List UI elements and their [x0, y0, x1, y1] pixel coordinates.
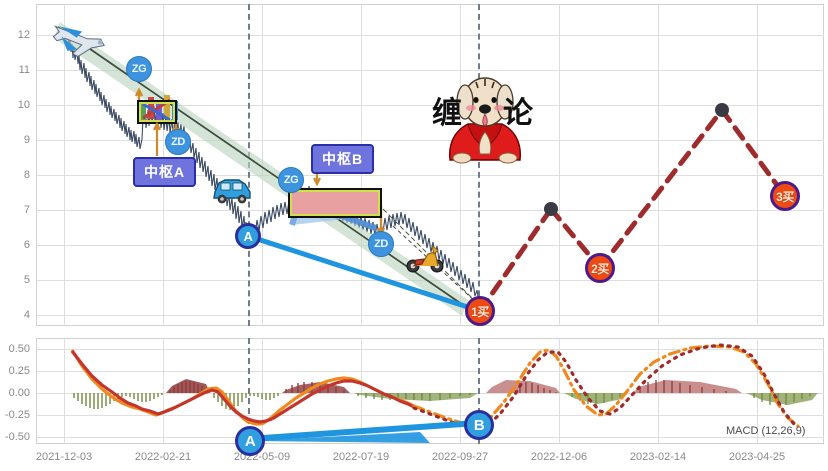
macd-ytick-m025: -0.25	[4, 409, 30, 421]
zone-a-tag[interactable]: 中枢A	[133, 157, 197, 187]
macd-panel-frame	[36, 338, 824, 444]
gridline-time-macd-2	[262, 338, 263, 444]
price-ytick-10: 10	[17, 99, 30, 111]
buy-point-3-marker[interactable]: 3买	[770, 181, 800, 211]
macd-ytick-m050: -0.50	[4, 431, 30, 443]
price-ytick-11: 11	[18, 64, 30, 76]
vline-point-b	[478, 4, 480, 326]
price-ytick-8: 8	[23, 169, 30, 181]
watermark-left-char: 缠	[432, 96, 462, 131]
xtick-4: 2022-09-27	[431, 451, 489, 463]
gridline-macd-m025	[36, 415, 824, 416]
gridline-time-macd-4	[460, 338, 461, 444]
gridline-price-11	[36, 70, 824, 71]
price-ytick-6: 6	[23, 239, 30, 251]
xtick-1: 2022-02-21	[134, 451, 192, 463]
zone-b-zg-marker[interactable]: ZG	[278, 167, 304, 193]
gridline-time-macd-0	[64, 338, 65, 444]
xtick-5: 2022-12-06	[530, 451, 588, 463]
gridline-macd-025	[36, 371, 824, 372]
macd-point-a-marker[interactable]: A	[235, 426, 265, 456]
gridline-price-12	[36, 35, 824, 36]
xtick-3: 2022-07-19	[332, 451, 390, 463]
gridline-time-6	[658, 4, 659, 326]
buy-point-1-marker[interactable]: 1买	[465, 296, 495, 326]
xtick-7: 2023-04-25	[728, 451, 786, 463]
gridline-price-9	[36, 140, 824, 141]
gridline-macd-000	[36, 393, 824, 394]
macd-point-b-marker[interactable]: B	[464, 410, 494, 440]
gridline-time-7	[757, 4, 758, 326]
gridline-time-macd-6	[658, 338, 659, 444]
buy-point-2-marker[interactable]: 2买	[585, 253, 615, 283]
gridline-price-7	[36, 210, 824, 211]
pivot-zone-b-box	[288, 188, 382, 218]
gridline-time-macd-3	[361, 338, 362, 444]
price-ytick-4: 4	[23, 309, 30, 321]
watermark-right-char: 论	[503, 96, 533, 131]
price-ytick-12: 12	[17, 29, 30, 41]
macd-ytick-050: 0.50	[8, 343, 30, 355]
dog-monk-mascot-icon	[449, 77, 521, 164]
pivot-zone-a-box	[137, 100, 177, 124]
zone-b-tag[interactable]: 中枢B	[311, 144, 375, 174]
gridline-price-6	[36, 245, 824, 246]
gridline-time-macd-5	[559, 338, 560, 444]
xtick-2: 2022-05-09	[233, 451, 291, 463]
vline-point-a	[248, 4, 250, 326]
price-ytick-7: 7	[23, 204, 30, 216]
gridline-macd-m050	[36, 437, 824, 438]
macd-indicator-label: MACD (12,26,9)	[726, 425, 806, 437]
price-ytick-5: 5	[23, 274, 30, 286]
gridline-time-0	[64, 4, 65, 326]
xtick-6: 2023-02-14	[629, 451, 687, 463]
gridline-time-macd-1	[163, 338, 164, 444]
gridline-time-2	[262, 4, 263, 326]
gridline-macd-050	[36, 349, 824, 350]
gridline-price-5	[36, 280, 824, 281]
price-ytick-9: 9	[23, 134, 30, 146]
zone-b-zd-marker[interactable]: ZD	[368, 231, 394, 257]
gridline-time-5	[559, 4, 560, 326]
macd-ytick-000: 0.00	[8, 387, 30, 399]
gridline-price-4	[36, 315, 824, 316]
price-panel-frame	[36, 4, 824, 326]
zone-a-zg-marker[interactable]: ZG	[126, 56, 152, 82]
macd-ytick-025: 0.25	[8, 365, 30, 377]
price-point-a-marker[interactable]: A	[235, 223, 261, 249]
xtick-0: 2021-12-03	[35, 451, 93, 463]
zone-a-zd-marker[interactable]: ZD	[165, 129, 191, 155]
